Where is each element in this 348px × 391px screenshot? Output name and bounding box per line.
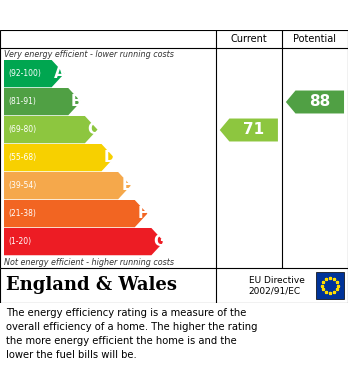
Text: EU Directive
2002/91/EC: EU Directive 2002/91/EC — [249, 276, 305, 295]
Text: A: A — [54, 66, 66, 81]
Text: The energy efficiency rating is a measure of the
overall efficiency of a home. T: The energy efficiency rating is a measur… — [6, 308, 258, 360]
Text: (81-91): (81-91) — [8, 97, 36, 106]
Text: 88: 88 — [309, 95, 330, 109]
Polygon shape — [4, 144, 114, 171]
Text: D: D — [103, 150, 116, 165]
Text: G: G — [153, 234, 166, 249]
Text: 71: 71 — [243, 122, 264, 138]
Text: Current: Current — [230, 34, 267, 44]
Text: B: B — [71, 94, 82, 109]
Text: (39-54): (39-54) — [8, 181, 36, 190]
Text: E: E — [121, 178, 132, 193]
Text: Potential: Potential — [293, 34, 337, 44]
Polygon shape — [4, 228, 164, 255]
Text: (21-38): (21-38) — [8, 209, 36, 218]
Text: F: F — [138, 206, 148, 221]
Polygon shape — [4, 200, 147, 227]
Polygon shape — [220, 118, 278, 142]
Polygon shape — [4, 172, 131, 199]
Text: Very energy efficient - lower running costs: Very energy efficient - lower running co… — [4, 50, 174, 59]
Text: (69-80): (69-80) — [8, 125, 36, 134]
Polygon shape — [4, 88, 81, 115]
Text: (92-100): (92-100) — [8, 69, 41, 78]
Text: Energy Efficiency Rating: Energy Efficiency Rating — [7, 6, 236, 24]
Polygon shape — [286, 91, 344, 113]
Text: England & Wales: England & Wales — [6, 276, 177, 294]
Text: Not energy efficient - higher running costs: Not energy efficient - higher running co… — [4, 258, 174, 267]
Bar — [316, 272, 344, 299]
Polygon shape — [4, 116, 97, 143]
Text: (55-68): (55-68) — [8, 153, 36, 162]
Text: (1-20): (1-20) — [8, 237, 31, 246]
Polygon shape — [4, 60, 64, 87]
Text: C: C — [87, 122, 98, 137]
